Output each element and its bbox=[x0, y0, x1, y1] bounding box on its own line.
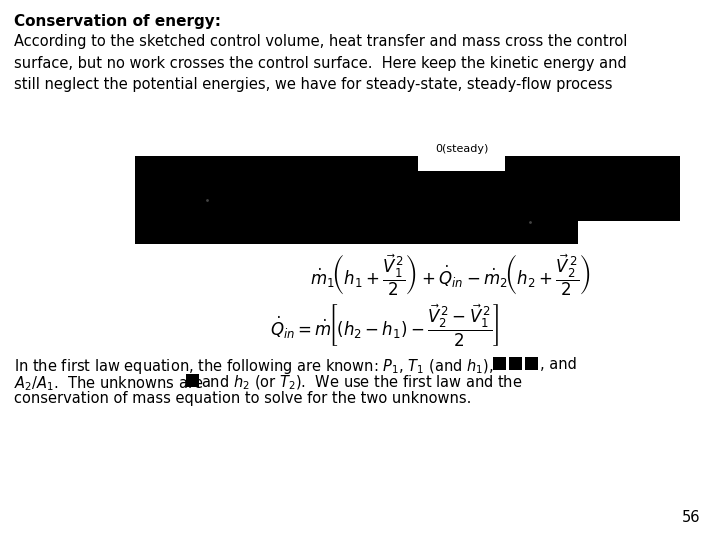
Text: In the first law equation, the following are known: $P_1$, $T_1$ (and $h_1$),: In the first law equation, the following… bbox=[14, 357, 493, 376]
Bar bbox=[509, 356, 522, 369]
Text: $\dot{m}_1\!\left(h_1+\dfrac{\vec{V}_1^{\,2}}{2}\right)+\dot{Q}_{in}-\dot{m}_2\!: $\dot{m}_1\!\left(h_1+\dfrac{\vec{V}_1^{… bbox=[310, 252, 590, 298]
Text: $\dot{Q}_{in}=\dot{m}\!\left[(h_2-h_1)-\dfrac{\vec{V}_2^{\,2}-\vec{V}_1^{\,2}}{2: $\dot{Q}_{in}=\dot{m}\!\left[(h_2-h_1)-\… bbox=[270, 302, 499, 348]
Text: conservation of mass equation to solve for the two unknowns.: conservation of mass equation to solve f… bbox=[14, 391, 472, 406]
Text: Conservation of energy:: Conservation of energy: bbox=[14, 14, 221, 29]
Text: 56: 56 bbox=[682, 510, 700, 525]
Bar bbox=[525, 356, 538, 369]
Bar bbox=[135, 156, 680, 244]
Text: , and: , and bbox=[540, 357, 577, 372]
Text: 0(steady): 0(steady) bbox=[435, 144, 488, 154]
Text: and $h_2$ (or $T_2$).  We use the first law and the: and $h_2$ (or $T_2$). We use the first l… bbox=[201, 374, 523, 393]
Bar bbox=[186, 374, 199, 387]
Text: $A_2/A_1$.  The unknowns are: $A_2/A_1$. The unknowns are bbox=[14, 374, 204, 393]
Text: According to the sketched control volume, heat transfer and mass cross the contr: According to the sketched control volume… bbox=[14, 34, 627, 92]
Bar bbox=[578, 221, 680, 244]
Bar bbox=[493, 356, 506, 369]
